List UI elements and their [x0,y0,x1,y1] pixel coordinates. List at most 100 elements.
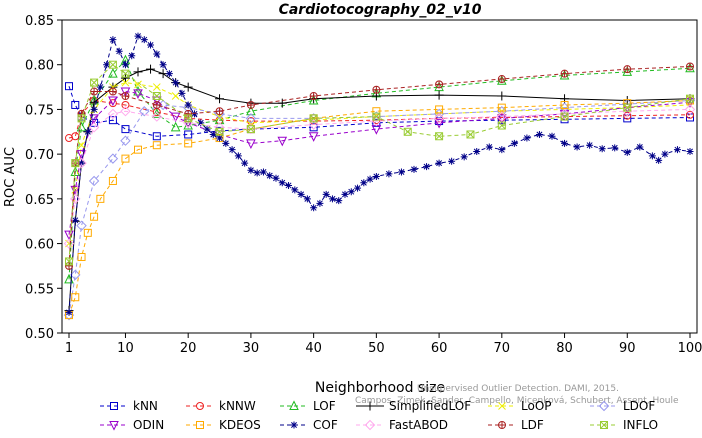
x-tick-label-3: 30 [243,341,260,356]
point-kdeos-16 [497,103,506,112]
point-cof-22 [203,125,211,133]
point-cof-11 [134,32,142,40]
point-inflo-9 [246,125,255,134]
point-cof-50 [385,170,393,178]
point-inflo-1 [71,159,80,168]
point-cof-33 [272,174,280,182]
point-kdeos-8 [134,145,142,154]
legend-item-loop: LoOP [488,399,552,413]
x-tick-label-0: 1 [65,341,73,356]
point-loop-2 [77,141,86,150]
y-tick-label-2: 0.60 [25,238,54,253]
axes: 0.50 0.55 0.60 0.65 0.70 0.75 0.80 0.85 1 10 20 30 4… [25,14,702,356]
point-cof-46 [354,184,362,192]
point-knnw-1 [71,132,80,141]
y-tick-label-7: 0.85 [25,14,54,29]
legend-label-lof: LOF [313,399,336,413]
point-inflo-12 [403,127,412,136]
point-odin-11 [246,139,256,150]
point-cof-15 [159,61,167,69]
point-ldof-2 [76,220,87,231]
point-inflo-13 [435,132,444,141]
point-fastabod-16 [684,104,696,115]
point-simplifiedlof-6 [120,73,130,83]
series-ldof [63,95,696,321]
point-fastabod-14 [559,108,570,120]
point-simplifiedlof-8 [146,64,156,74]
y-axis-label: ROC AUC [3,147,18,207]
point-simplifiedlof-18 [497,91,507,101]
point-lof-17 [622,66,633,76]
point-knnw-12 [435,114,444,123]
legend-marker-cof [290,421,298,429]
point-cof-25 [222,139,230,147]
point-knn-15 [623,114,632,123]
legend-marker-odin [109,421,119,431]
point-cof-34 [278,179,286,187]
x-tick-label-5: 50 [368,341,385,356]
point-inflo-17 [623,103,632,112]
point-cof-36 [291,186,299,194]
legend-marker-loop [498,402,506,410]
y-tick-label-3: 0.65 [25,193,54,208]
point-cof-57 [473,147,481,155]
point-lof-2 [76,121,87,132]
point-inflo-0 [65,257,73,266]
point-cof-75 [686,147,694,155]
point-cof-16 [165,70,173,78]
point-lof-6 [133,85,143,96]
legend-marker-lof [289,400,299,410]
point-simplifiedlof-11 [183,82,193,92]
point-loop-4 [109,83,117,91]
legend-label-knn: kNN [133,399,158,413]
point-cof-29 [247,166,255,174]
point-ldof-10 [245,113,257,124]
point-cof-60 [510,139,518,147]
point-lof-11 [246,105,256,116]
point-cof-40 [316,199,324,207]
point-knn-11 [372,118,381,127]
legend-item-ldf: LDF [488,418,544,432]
legend-marker-fastabod [364,419,376,431]
point-cof-23 [209,130,217,138]
x-tick-label-7: 70 [494,341,511,356]
point-cof-42 [328,195,336,203]
point-odin-8 [170,112,181,123]
x-tick-label-1: 10 [117,341,134,356]
point-ldof-6 [139,106,150,117]
watermark-line-1: Unsupervised Outlier Detection. DAMI, 20… [417,384,619,394]
x-tick-label-6: 60 [431,341,448,356]
point-ldf-11 [372,85,381,94]
point-knnw-5 [121,100,130,109]
point-inflo-3 [90,78,99,87]
point-cof-5 [96,83,104,91]
point-ldof-5 [120,135,131,146]
legend-label-inflo: INFLO [623,418,658,432]
point-cof-68 [611,144,619,152]
point-ldof-3 [88,175,100,187]
legend-marker-kdeos [196,421,204,429]
series-line-ldf [68,66,691,266]
point-cof-47 [360,179,368,187]
point-cof-1 [71,216,79,224]
point-odin-6 [133,89,143,99]
point-cof-0 [65,308,73,316]
legend-marker-knn [110,402,118,410]
point-cof-73 [661,150,669,158]
point-inflo-7 [184,114,193,123]
point-cof-72 [655,156,663,164]
point-odin-2 [76,150,87,160]
point-inflo-8 [215,127,224,136]
point-ldf-9 [246,100,255,109]
x-axis-label: Neighborhood size [315,380,445,396]
point-lof-12 [308,94,319,105]
point-cof-43 [335,197,343,205]
point-lof-10 [214,114,225,125]
point-cof-6 [103,61,111,69]
point-cof-39 [310,204,318,212]
legend-label-simplifiedlof: SimplifiedLOF [389,399,471,413]
point-inflo-2 [77,114,86,123]
legend-item-inflo: INFLO [590,418,658,432]
point-cof-37 [297,190,305,198]
point-ldf-13 [497,75,506,84]
